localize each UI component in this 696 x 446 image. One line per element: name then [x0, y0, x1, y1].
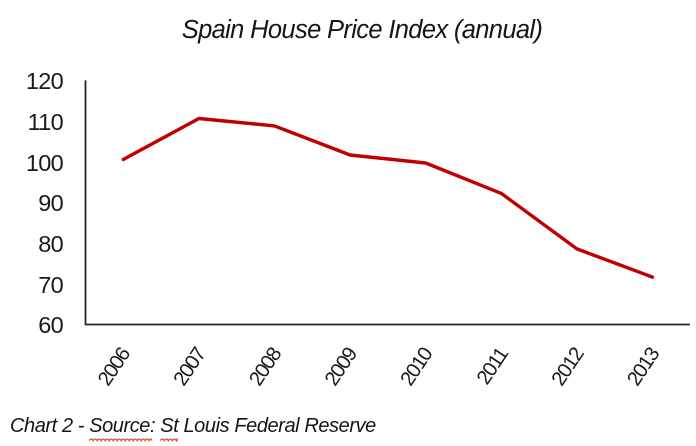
svg-text:2007: 2007 [170, 344, 211, 390]
svg-text:2013: 2013 [623, 344, 664, 390]
svg-text:2006: 2006 [94, 344, 135, 390]
svg-text:2012: 2012 [548, 344, 589, 390]
svg-text:2011: 2011 [473, 344, 513, 389]
svg-text:2010: 2010 [396, 344, 437, 390]
svg-text:2009: 2009 [321, 344, 362, 390]
svg-text:2008: 2008 [245, 344, 286, 390]
